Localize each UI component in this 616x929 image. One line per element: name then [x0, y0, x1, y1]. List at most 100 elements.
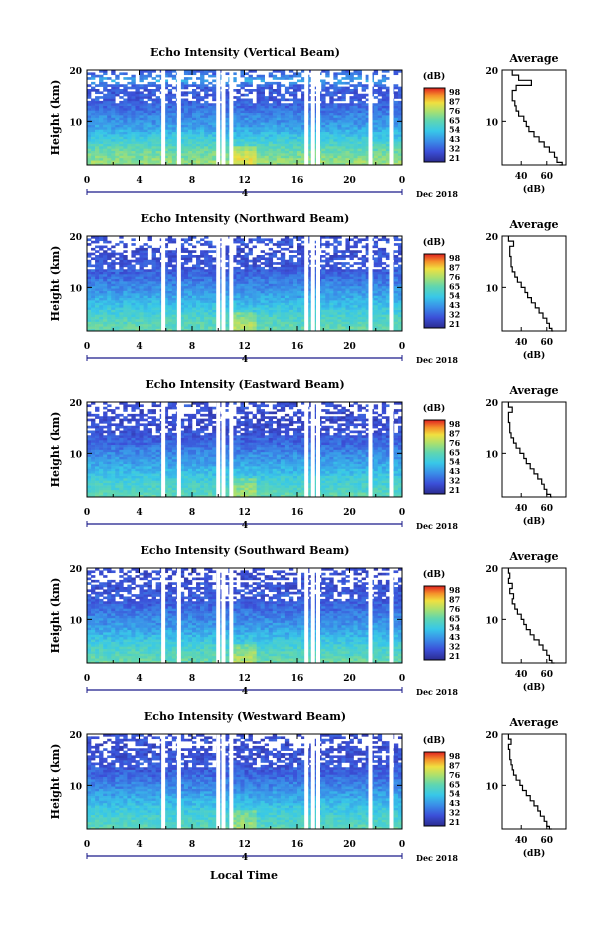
heatmap-cell	[144, 120, 148, 123]
heatmap-cell	[374, 146, 378, 149]
heatmap-cell	[123, 274, 127, 277]
heatmap-cell	[345, 322, 349, 325]
heatmap-cell	[123, 94, 127, 97]
heatmap-cell	[95, 269, 99, 272]
heatmap-cell	[111, 132, 115, 135]
heatmap-cell	[95, 262, 99, 265]
heatmap-cell	[184, 127, 188, 130]
heatmap-cell	[131, 298, 135, 301]
heatmap-cell	[345, 87, 349, 90]
heatmap-cell	[196, 288, 200, 291]
heatmap-cell	[358, 322, 362, 325]
heatmap-cell	[196, 120, 200, 123]
heatmap-cell	[321, 288, 325, 291]
heatmap-cell	[156, 120, 160, 123]
heatmap-cell	[378, 106, 382, 109]
heatmap-cell	[337, 284, 341, 287]
heatmap-cell	[285, 324, 289, 327]
heatmap-cell	[329, 326, 333, 329]
heatmap-cell	[382, 141, 386, 144]
heatmap-cell	[285, 262, 289, 265]
heatmap-cell	[111, 312, 115, 315]
heatmap-cell	[123, 314, 127, 317]
heatmap-cell	[378, 144, 382, 147]
heatmap-cell	[297, 127, 301, 130]
heatmap-cell	[378, 134, 382, 137]
heatmap-cell	[350, 96, 354, 99]
heatmap-cell	[341, 303, 345, 306]
heatmap-cell	[212, 87, 216, 90]
heatmap-cell	[148, 113, 152, 116]
heatmap-cell	[394, 91, 398, 94]
heatmap-cell	[329, 300, 333, 303]
heatmap-cell	[249, 108, 253, 111]
heatmap-cell	[273, 293, 277, 296]
heatmap-cell	[196, 125, 200, 128]
heatmap-cell	[269, 307, 273, 310]
heatmap-cell	[297, 89, 301, 92]
heatmap-cell	[95, 293, 99, 296]
heatmap-cell	[87, 77, 91, 80]
heatmap-cell	[196, 132, 200, 135]
heatmap-cell	[212, 279, 216, 282]
heatmap-cell	[269, 115, 273, 118]
heatmap-cell	[281, 298, 285, 301]
heatmap-cell	[144, 144, 148, 147]
heatmap-cell	[95, 312, 99, 315]
heatmap-cell	[172, 326, 176, 329]
heatmap-cell	[273, 310, 277, 313]
heatmap-cell	[382, 110, 386, 113]
heatmap-cell	[358, 291, 362, 294]
heatmap-cell	[394, 284, 398, 287]
heatmap-cell	[152, 110, 156, 113]
heatmap-cell	[289, 319, 293, 322]
heatmap-cell	[325, 305, 329, 308]
heatmap-cell	[95, 137, 99, 140]
heatmap-cell	[285, 156, 289, 159]
heatmap-cell	[200, 153, 204, 156]
heatmap-cell	[333, 156, 337, 159]
x-tick-label: 4	[136, 176, 142, 186]
heatmap-cell	[245, 305, 249, 308]
heatmap-cell	[257, 127, 261, 130]
heatmap-cell	[196, 101, 200, 104]
heatmap-cell	[119, 101, 123, 104]
heatmap-cell	[261, 137, 265, 140]
heatmap-cell	[350, 134, 354, 137]
heatmap-cell	[140, 314, 144, 317]
heatmap-cell	[140, 146, 144, 149]
heatmap-cell	[91, 156, 95, 159]
heatmap-cell	[285, 314, 289, 317]
heatmap-cell	[119, 91, 123, 94]
heatmap-cell	[119, 110, 123, 113]
heatmap-cell	[321, 82, 325, 85]
heatmap-cell	[156, 148, 160, 151]
heatmap-cell	[156, 281, 160, 284]
heatmap-cell	[87, 101, 91, 104]
heatmap-cell	[192, 89, 196, 92]
heatmap-cell	[341, 139, 345, 142]
heatmap-cell	[140, 110, 144, 113]
heatmap-cell	[204, 160, 208, 163]
heatmap-cell	[257, 129, 261, 132]
heatmap-cell	[265, 146, 269, 149]
heatmap-cell	[350, 91, 354, 94]
date-day-label: 4	[242, 189, 248, 199]
heatmap-cell	[131, 144, 135, 147]
heatmap-cell	[87, 127, 91, 130]
heatmap-cell	[273, 274, 277, 277]
heatmap-cell	[184, 137, 188, 140]
heatmap-cell	[321, 312, 325, 315]
heatmap-cell	[131, 146, 135, 149]
heatmap-cell	[95, 139, 99, 142]
heatmap-cell	[249, 267, 253, 270]
heatmap-cell	[204, 298, 208, 301]
heatmap-cell	[107, 84, 111, 87]
heatmap-cell	[394, 129, 398, 132]
heatmap-cell	[204, 127, 208, 130]
heatmap-cell	[131, 139, 135, 142]
heatmap-cell	[269, 118, 273, 121]
heatmap-cell	[196, 269, 200, 272]
heatmap-cell	[293, 139, 297, 142]
heatmap-cell	[103, 322, 107, 325]
